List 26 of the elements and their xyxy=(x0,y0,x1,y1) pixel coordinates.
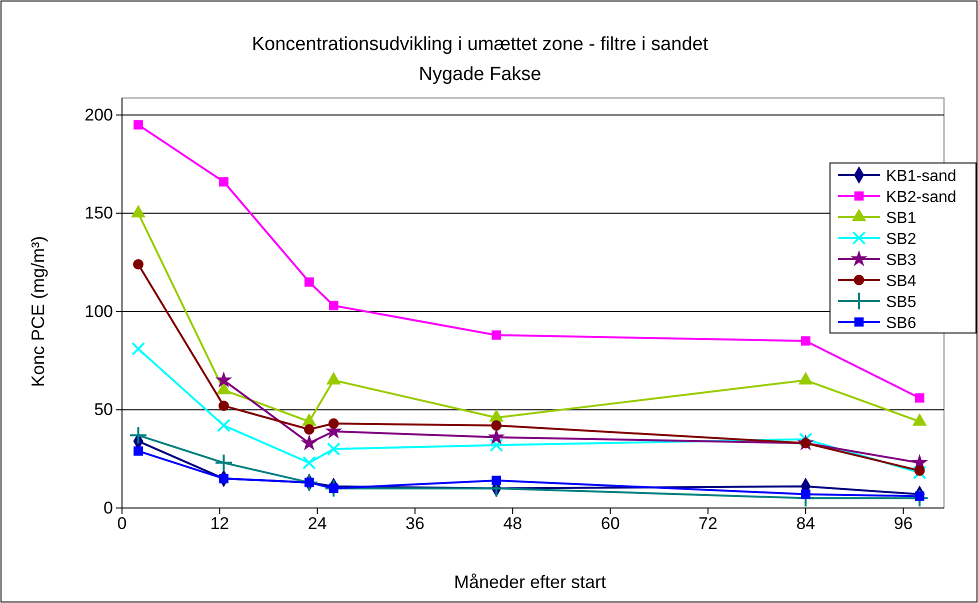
x-tick-label: 12 xyxy=(210,514,230,534)
legend-label: SB3 xyxy=(886,252,916,269)
legend-label: SB2 xyxy=(886,231,916,248)
x-tick-label: 0 xyxy=(117,514,127,534)
x-tick-label: 84 xyxy=(796,514,816,534)
y-tick-label: 200 xyxy=(84,105,113,124)
y-tick-label: 150 xyxy=(84,204,113,223)
chart-subtitle: Nygade Fakse xyxy=(418,64,542,85)
x-tick-label: 36 xyxy=(406,514,424,534)
x-tick-label: 60 xyxy=(600,514,620,534)
x-tick-label: 48 xyxy=(503,514,522,534)
y-axis-title: Konc PCE (mg/m³) xyxy=(28,236,48,388)
legend-label: SB6 xyxy=(886,315,916,332)
legend-label: KB1-sand xyxy=(886,168,956,185)
y-tick-label: 50 xyxy=(94,400,113,420)
x-tick-label: 72 xyxy=(698,514,718,534)
y-tick-label: 0 xyxy=(104,498,113,518)
legend-label: SB1 xyxy=(886,210,916,227)
x-tick-label: 96 xyxy=(894,514,913,534)
x-tick-label: 24 xyxy=(308,514,327,534)
legend-label: SB4 xyxy=(886,273,916,290)
legend-label: KB2-sand xyxy=(886,189,956,206)
legend-label: SB5 xyxy=(886,294,916,311)
x-axis-title: Måneder efter start xyxy=(454,572,606,592)
chart-title: Koncentrationsudvikling i umættet zone - filtre i sandet xyxy=(252,34,709,55)
y-tick-label: 100 xyxy=(84,302,113,321)
